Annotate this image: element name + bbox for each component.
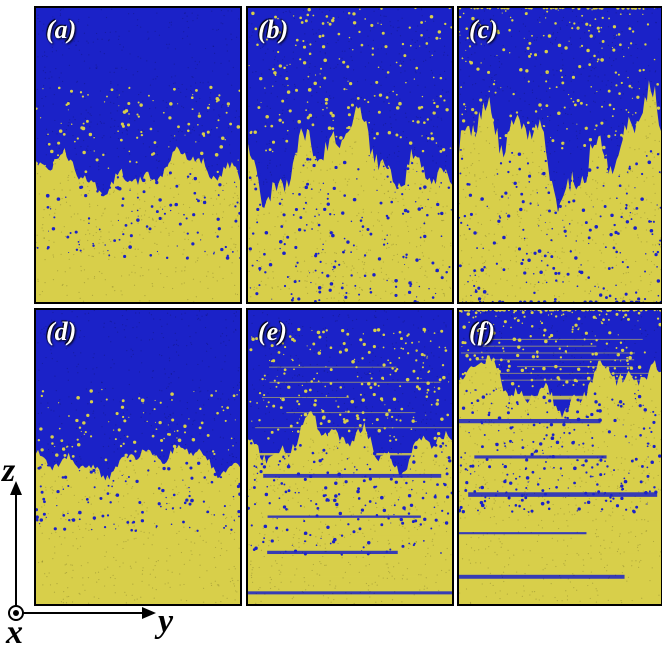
panel-e: (e) [246,308,454,606]
panel-d-image [36,310,240,604]
x-axis-label: x [6,614,23,651]
panel-e-image [248,310,452,604]
panel-a: (a) [34,6,242,304]
panel-f-image [459,310,661,604]
y-arrowhead [142,607,156,619]
panel-f: (f) [457,308,662,606]
panel-c: (c) [457,6,662,304]
panel-b-image [248,8,452,302]
panel-d: (d) [34,308,242,606]
z-arrowhead [10,481,22,495]
panel-f-label: (f) [469,317,495,346]
panel-b-label: (b) [258,15,289,44]
coordinate-axes [8,481,156,621]
panel-a-image [36,8,240,302]
panel-c-label: (c) [469,15,498,44]
panel-a-label: (a) [46,15,77,44]
panel-e-label: (e) [258,317,287,346]
z-axis-label: z [2,452,16,489]
panel-b: (b) [246,6,454,304]
panel-d-label: (d) [46,317,77,346]
x-axis-dot [13,610,19,616]
y-axis-label: y [158,603,174,640]
panel-c-image [459,8,661,302]
